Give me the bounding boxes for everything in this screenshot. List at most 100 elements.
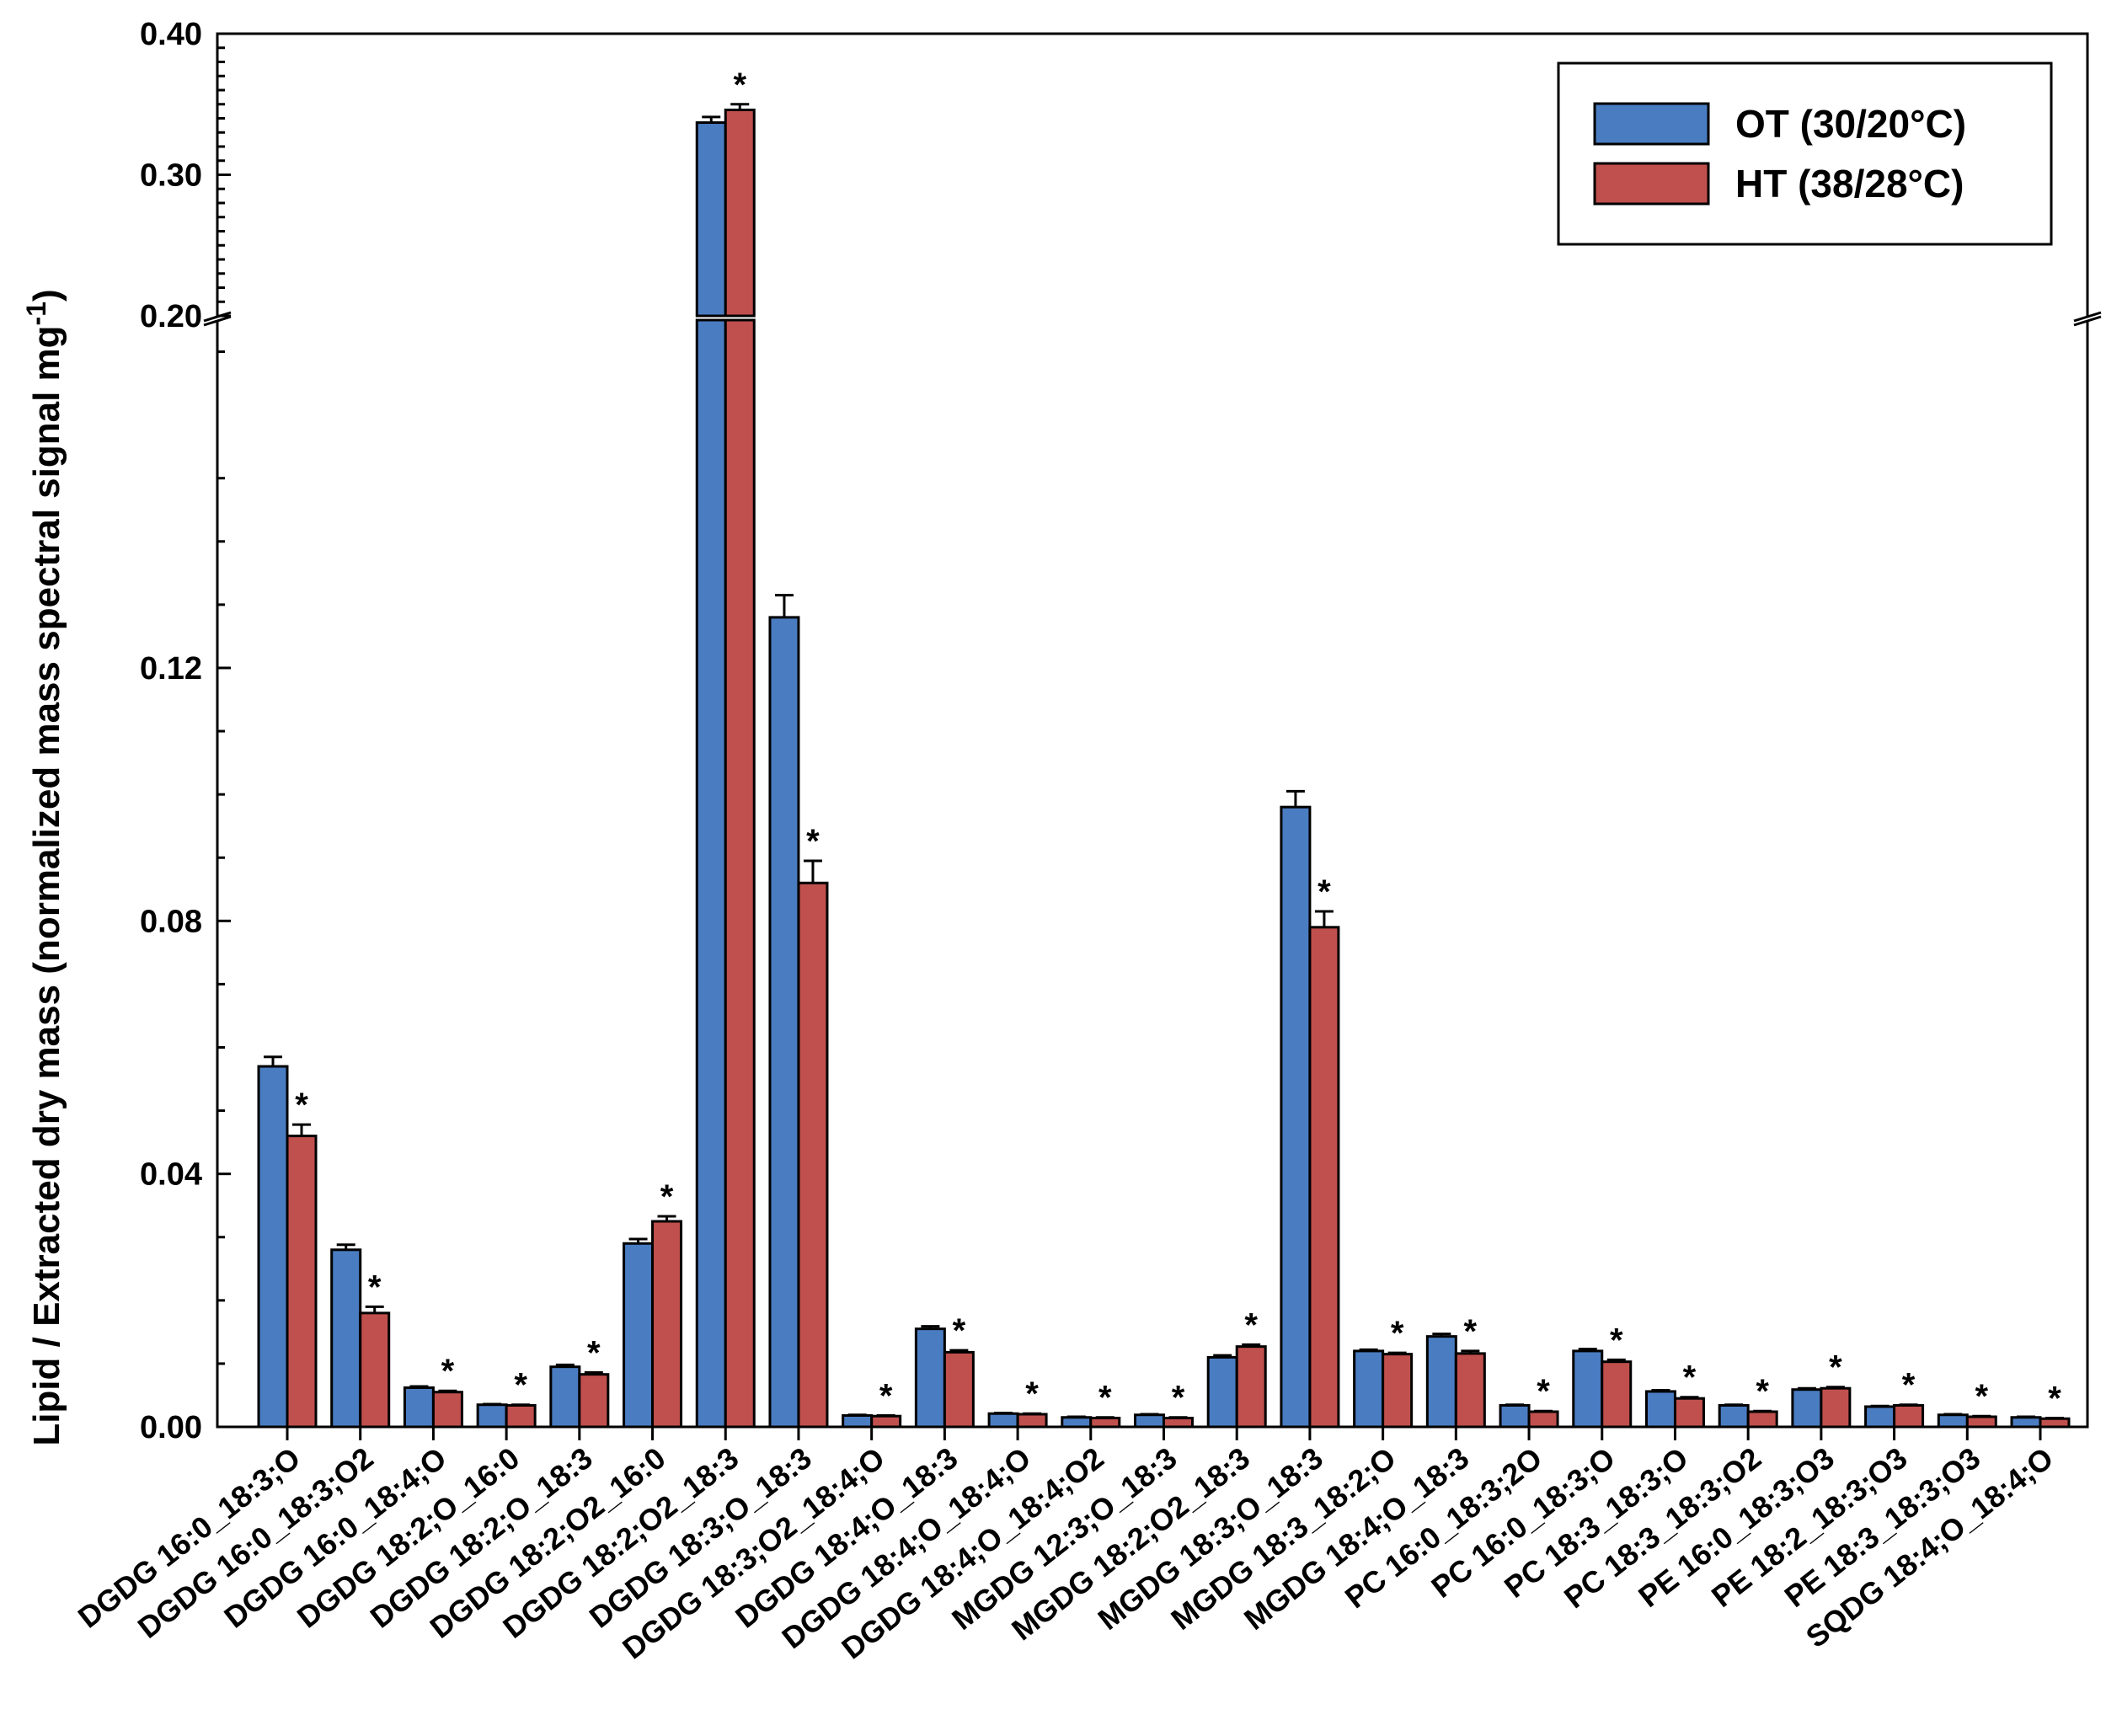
y-axis-title-close: ) (26, 289, 67, 302)
significance-star-0: * (295, 1087, 308, 1124)
significance-star-11: * (1098, 1380, 1112, 1417)
significance-star-8: * (879, 1377, 893, 1414)
bar-ht-12 (1163, 1416, 1194, 1429)
frame-lower (216, 320, 2089, 1429)
bar-ht-10 (1016, 1413, 1048, 1429)
significance-star-16: * (1464, 1313, 1478, 1350)
significance-star-10: * (1025, 1375, 1039, 1413)
bar-ht-9 (943, 1350, 975, 1429)
bar-ht-6-upper (724, 108, 756, 318)
bar-ht-22 (1893, 1403, 1925, 1429)
significance-star-12: * (1172, 1380, 1185, 1417)
break-mark-1-a (2073, 311, 2102, 323)
bar-ot-13 (1206, 1355, 1238, 1429)
bar-ot-20 (1718, 1403, 1750, 1429)
legend-swatch-ht (1593, 162, 1710, 206)
bar-ot-4 (549, 1365, 581, 1429)
bar-ot-3 (476, 1403, 508, 1429)
bar-ot-2 (403, 1386, 435, 1429)
significance-star-7: * (806, 823, 820, 860)
bar-ot-23 (1937, 1413, 1969, 1429)
bar-ht-14 (1308, 926, 1340, 1429)
bar-ot-16 (1425, 1335, 1457, 1429)
bar-ot-15 (1353, 1349, 1385, 1429)
significance-markers: * * * * * * * * * * * * * * * * * * * * * * * * * (295, 67, 2061, 1418)
significance-star-24: * (2048, 1380, 2061, 1417)
break-mark-0-a (203, 311, 232, 323)
significance-star-19: * (1683, 1359, 1697, 1397)
bar-ht-4 (578, 1373, 610, 1429)
bar-ot-0 (257, 1065, 289, 1429)
bar-ot-18 (1572, 1349, 1604, 1429)
y-tick-label-lower-0: 0.00 (140, 1410, 202, 1445)
bar-ht-6 (724, 108, 756, 1429)
error-bars-group (264, 103, 2064, 1419)
significance-star-9: * (953, 1312, 966, 1349)
bar-ot-22 (1864, 1405, 1896, 1429)
y-tick-label-upper-2: 0.40 (140, 17, 202, 52)
y-tick-label-upper-1: 0.30 (140, 158, 202, 194)
bar-ht-0 (286, 1135, 318, 1429)
bar-ht-15 (1382, 1353, 1414, 1429)
axis-break-marks (203, 311, 2102, 327)
bar-ht-5 (651, 1220, 683, 1429)
plot-frame (216, 32, 2089, 1429)
bar-ht-3 (505, 1403, 537, 1429)
significance-star-13: * (1244, 1306, 1258, 1343)
bar-ot-17 (1499, 1403, 1531, 1429)
bars-group (257, 108, 2071, 1429)
bar-ht-16 (1454, 1352, 1486, 1429)
legend-label-ht: HT (38/28°C) (1735, 162, 1964, 206)
significance-star-23: * (1975, 1378, 1989, 1415)
y-axis-title-main: Lipid / Extracted dry mass (normalized m… (26, 325, 67, 1445)
break-mark-1-b (2073, 315, 2102, 327)
bar-ot-5 (623, 1242, 655, 1429)
bar-ht-8 (870, 1414, 902, 1429)
bar-ot-14 (1280, 805, 1312, 1429)
bar-ht-7 (797, 881, 829, 1429)
bar-ot-6 (695, 121, 727, 1429)
y-tick-label-upper-0: 0.20 (140, 299, 202, 334)
significance-star-6: * (733, 67, 746, 104)
significance-star-3: * (514, 1367, 527, 1404)
bar-ht-21 (1820, 1386, 1852, 1429)
bar-ot-21 (1791, 1388, 1823, 1429)
bar-ot-12 (1134, 1413, 1165, 1429)
significance-star-17: * (1537, 1373, 1550, 1410)
bar-ht-19 (1673, 1397, 1705, 1429)
bar-ht-20 (1746, 1410, 1778, 1429)
legend-label-ot: OT (30/20°C) (1735, 102, 1966, 146)
significance-star-4: * (587, 1334, 601, 1371)
y-tick-label-lower-2: 0.08 (140, 904, 202, 939)
bar-ot-8 (842, 1413, 874, 1429)
significance-star-21: * (1829, 1349, 1842, 1386)
significance-star-22: * (1902, 1367, 1916, 1404)
bar-ot-11 (1061, 1416, 1093, 1429)
bar-ht-23 (1965, 1415, 1997, 1429)
significance-star-1: * (368, 1269, 382, 1306)
bar-ot-10 (987, 1412, 1019, 1429)
bar-ht-1 (359, 1311, 391, 1429)
bar-ht-11 (1089, 1416, 1121, 1429)
y-axis-title-sup: -1 (21, 302, 51, 325)
bar-ot-1 (330, 1248, 362, 1429)
legend-box (1557, 61, 2053, 246)
bar-ot-24 (2010, 1416, 2042, 1429)
significance-star-20: * (1756, 1373, 1769, 1410)
legend: OT (30/20°C) HT (38/28°C) (1557, 61, 2053, 246)
y-tick-label-lower-3: 0.12 (140, 651, 202, 686)
bar-ot-19 (1644, 1390, 1676, 1429)
break-mark-0-b (203, 315, 232, 327)
significance-star-18: * (1610, 1322, 1623, 1359)
significance-star-2: * (441, 1353, 455, 1390)
significance-star-14: * (1318, 873, 1331, 911)
frame-upper (216, 32, 2089, 316)
bar-ot-7 (768, 616, 800, 1429)
significance-star-15: * (1391, 1315, 1404, 1352)
y-axis-ticks: 0.00 0.04 0.08 0.12 0.20 0.30 0.40 (140, 17, 231, 1445)
legend-swatch-ot (1593, 102, 1710, 146)
bar-ot-6-upper (695, 121, 727, 318)
y-axis-title: Lipid / Extracted dry mass (normalized m… (21, 289, 67, 1445)
